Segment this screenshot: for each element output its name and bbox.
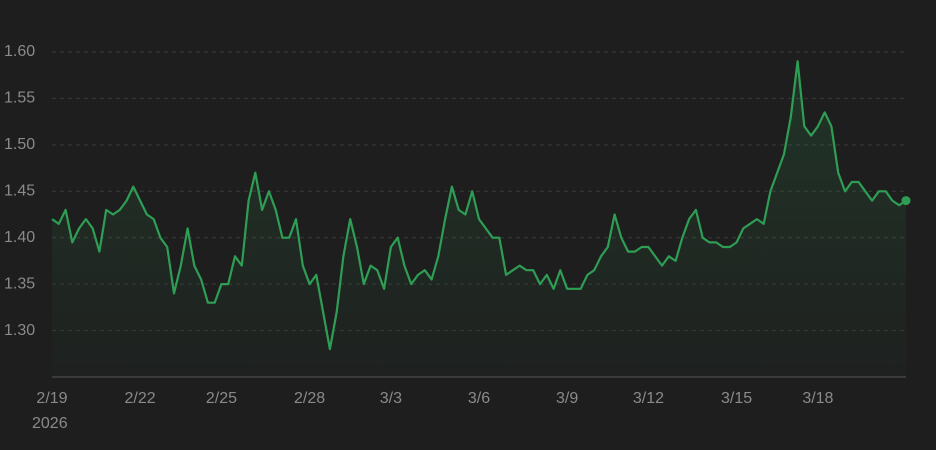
x-tick-label: 3/18 xyxy=(802,390,833,407)
y-tick-label: 1.55 xyxy=(4,90,35,107)
y-tick-label: 1.50 xyxy=(4,136,35,153)
y-tick-label: 1.45 xyxy=(4,183,35,200)
x-axis-year: 2026 xyxy=(32,415,68,432)
x-tick-label: 3/12 xyxy=(633,390,664,407)
x-tick-label: 2/22 xyxy=(125,390,156,407)
x-tick-label: 3/15 xyxy=(721,390,752,407)
x-tick-label: 3/9 xyxy=(556,390,578,407)
y-tick-label: 1.35 xyxy=(4,275,35,292)
price-line xyxy=(51,60,907,351)
x-tick-label: 3/6 xyxy=(468,390,490,407)
x-tick-label: 3/3 xyxy=(380,390,402,407)
x-tick-label: 2/28 xyxy=(294,390,325,407)
x-tick-label: 2/25 xyxy=(206,390,237,407)
y-tick-label: 1.40 xyxy=(4,229,35,246)
y-tick-label: 1.30 xyxy=(4,322,35,339)
x-tick-label: 2/19 xyxy=(36,390,67,407)
y-tick-label: 1.60 xyxy=(4,43,35,60)
end-point xyxy=(901,196,911,206)
